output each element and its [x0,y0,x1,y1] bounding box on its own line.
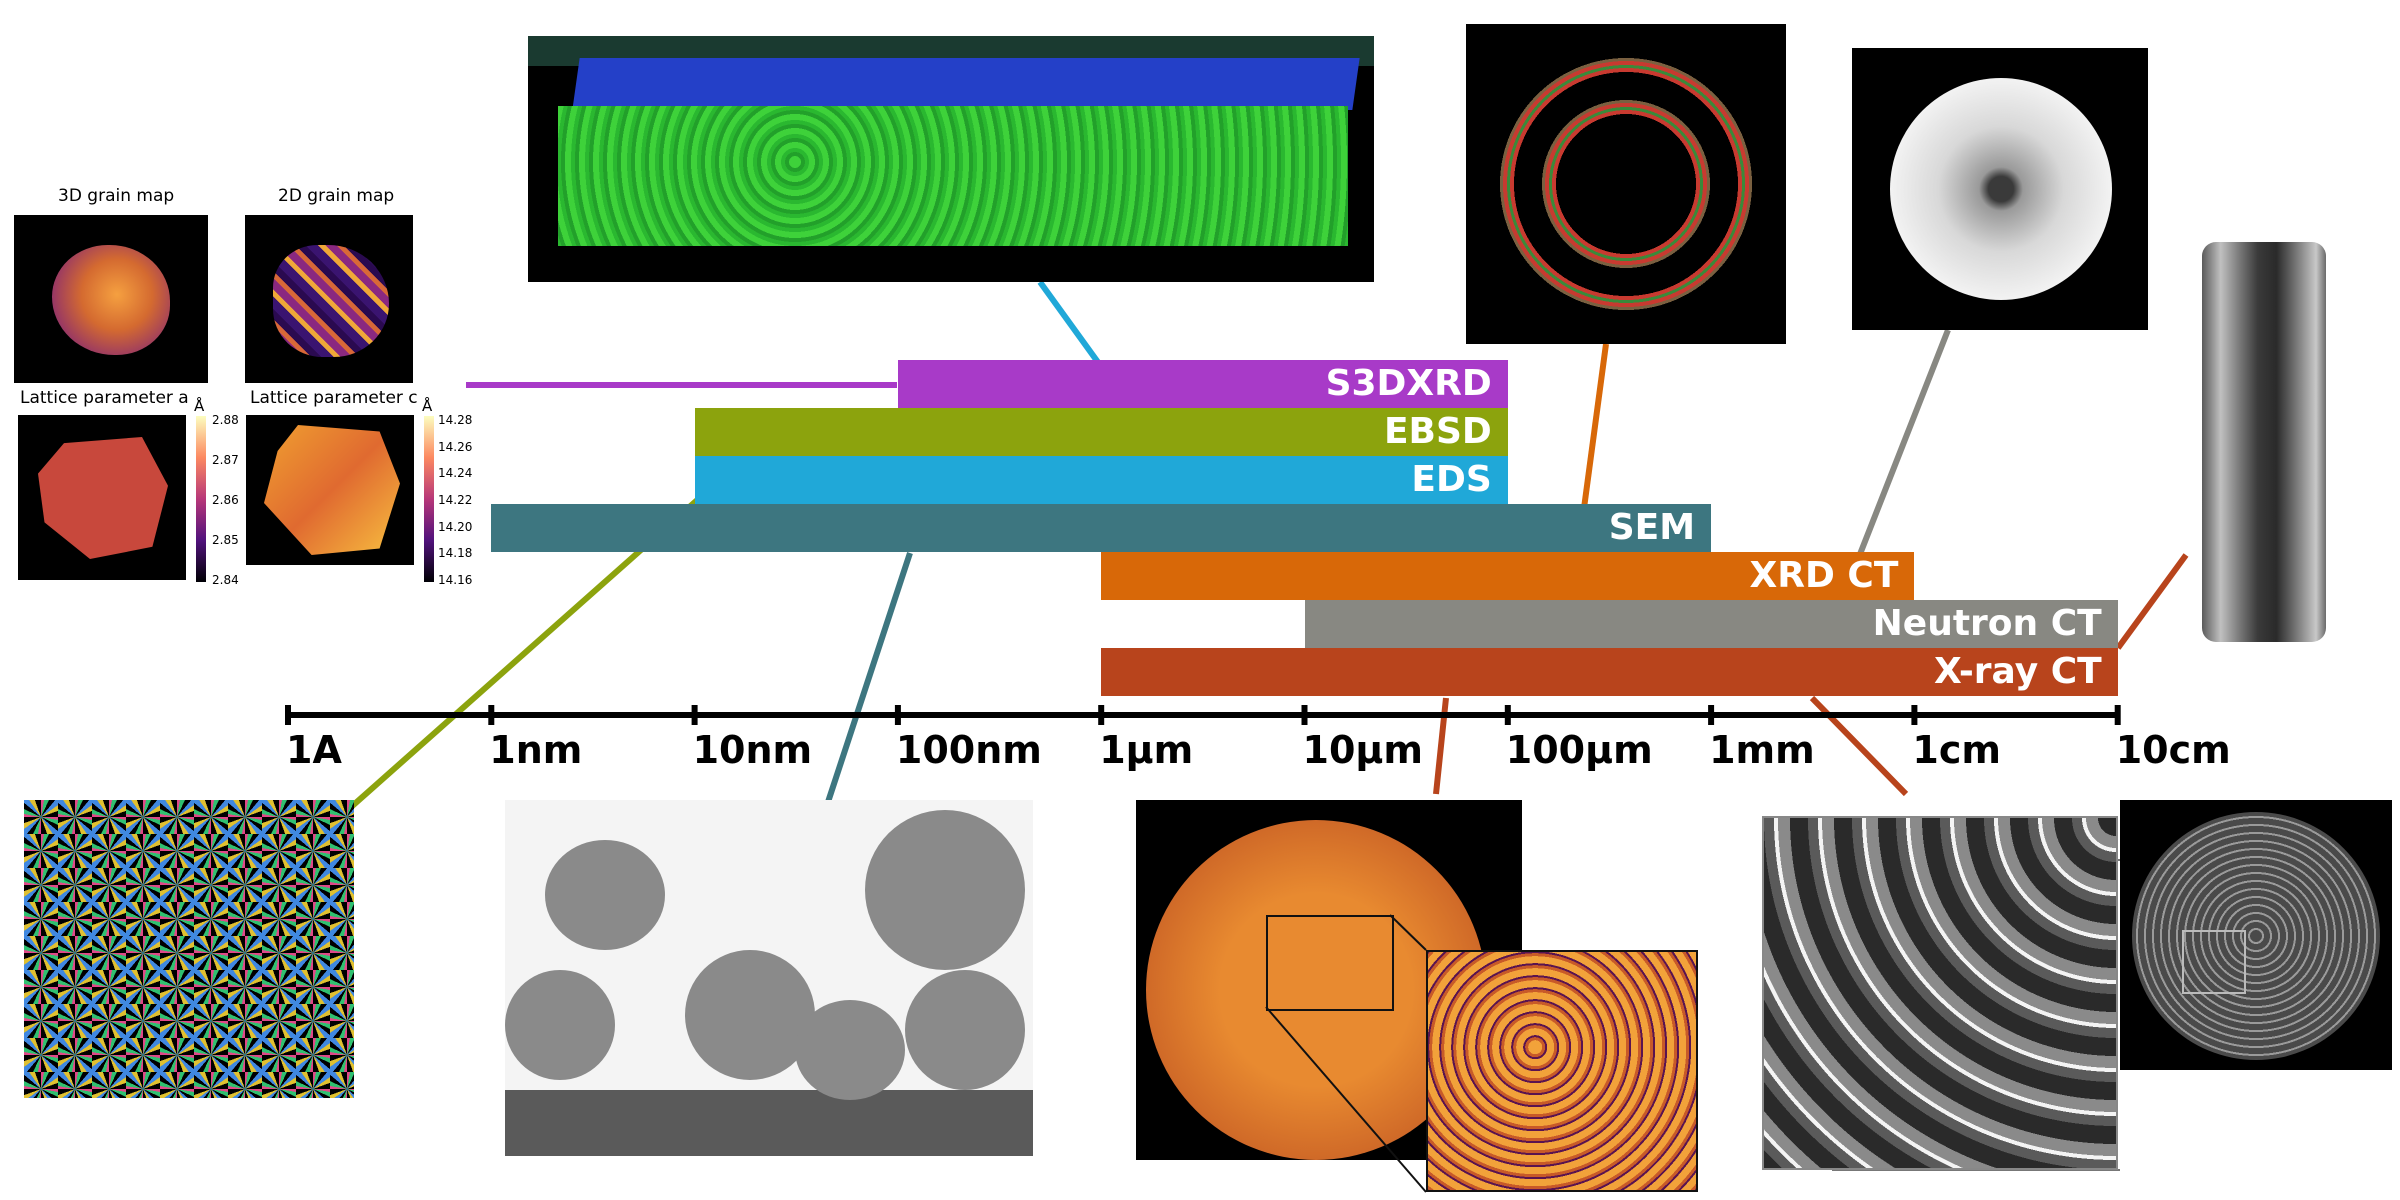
colorbar-tick-label: 2.85 [212,533,239,547]
connector-xrayct-cell [2115,553,2189,650]
technique-bar-xrd-ct: XRD CT [1101,552,1915,600]
colorbar-tick-label: 14.18 [438,546,473,561]
axis-tick-label-0: 1A [286,728,342,772]
colorbar-tick-label: 2.87 [212,453,239,467]
axis-tick-label-9: 10cm [2115,728,2231,772]
technique-label: Neutron CT [1872,603,2102,644]
technique-bar-eds: EDS [694,456,1508,504]
technique-label: X-ray CT [1934,651,2102,692]
2d-grain-map-image [245,215,413,383]
axis-tick-label-1: 1nm [489,728,583,772]
cylindrical-cell-image [2202,232,2326,652]
axis-tick-label-4: 1µm [1099,728,1194,772]
xray-ct-rings-image [2120,800,2392,1070]
colorbar-tick-label: 14.20 [438,519,473,534]
colorbar-tick-label: 2.88 [212,413,239,427]
eds-electrode-image [528,36,1374,282]
technique-label: XRD CT [1749,555,1899,596]
technique-label: S3DXRD [1325,363,1492,404]
axis-tick-label-7: 1mm [1709,728,1815,772]
axis-tick-label-8: 1cm [1912,728,2001,772]
colorbar-tick-label: 2.84 [212,573,239,587]
colorbar-tick-label: 14.26 [438,439,473,454]
colorbar-tick-label: 14.16 [438,573,473,587]
technique-bar-neutron-ct: Neutron CT [1304,600,2118,648]
technique-label: SEM [1608,507,1696,548]
lattice-a-image [18,415,186,580]
xray-ct-zoom-image [1426,950,1698,1192]
title-lattice-a: Lattice parameter a [20,388,189,408]
axis-tick-label-3: 100nm [895,728,1042,772]
title-2d-grain-map: 2D grain map [278,186,395,206]
colorbar-a-unit: Å [194,397,205,415]
colorbar-tick-label: 14.24 [438,466,473,481]
technique-bar-ebsd: EBSD [694,408,1508,456]
connector-sem [825,552,913,803]
3d-grain-map-image [14,215,208,383]
lattice-c-image [246,415,414,565]
colorbar-tick-label: 14.28 [438,413,473,427]
technique-bar-x-ray-ct: X-ray CT [1101,648,2118,696]
technique-bar-s3dxrd: S3DXRD [897,360,1508,408]
xray-ct-rings-zoom-image [1762,816,2118,1170]
axis-tick-label-2: 10nm [692,728,813,772]
axis-ticks [285,705,2121,725]
xrd-ct-spiral-image [1466,24,1786,344]
axis-tick-label-6: 100µm [1505,728,1653,772]
sem-particles-image [505,800,1033,1156]
technique-label: EDS [1411,459,1492,500]
colorbar-tick-label: 14.22 [438,493,473,507]
technique-label: EBSD [1383,411,1492,452]
title-3d-grain-map: 3D grain map [58,186,175,206]
axis-tick-label-5: 10µm [1302,728,1423,772]
colorbar-c-unit: Å [422,397,433,415]
ebsd-grain-image [24,800,354,1098]
colorbar-a [196,416,206,582]
neutron-ct-image [1852,48,2148,330]
title-lattice-c: Lattice parameter c [250,388,418,408]
colorbar-c [424,416,434,582]
technique-bar-sem: SEM [491,504,1712,552]
colorbar-tick-label: 2.86 [212,493,239,507]
